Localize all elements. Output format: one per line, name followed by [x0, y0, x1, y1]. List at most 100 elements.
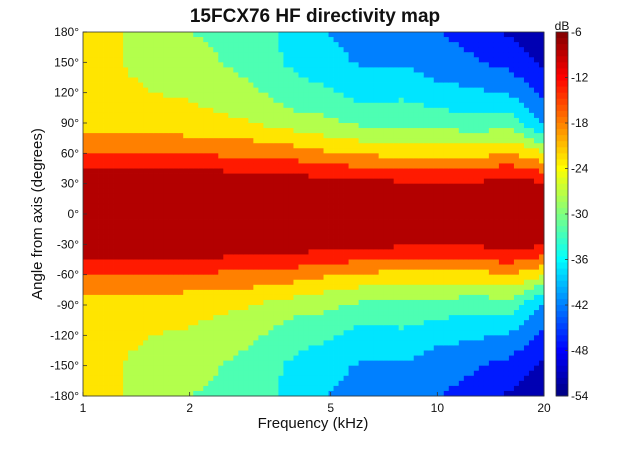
- heatmap-cell: [178, 294, 184, 301]
- heatmap-cell: [298, 188, 304, 195]
- heatmap-cell: [293, 224, 299, 230]
- heatmap-cell: [223, 289, 229, 296]
- heatmap-cell: [148, 77, 154, 83]
- heatmap-cell: [138, 47, 144, 53]
- heatmap-cell: [303, 284, 309, 291]
- heatmap-cell: [183, 72, 189, 78]
- heatmap-cell: [343, 320, 349, 326]
- heatmap-cell: [228, 148, 234, 154]
- heatmap-cell: [113, 345, 119, 351]
- heatmap-cell: [338, 42, 344, 48]
- heatmap-cell: [323, 112, 329, 119]
- heatmap-cell: [158, 153, 164, 159]
- heatmap-cell: [313, 254, 319, 260]
- heatmap-cell: [83, 224, 89, 230]
- heatmap-cell: [268, 62, 274, 68]
- heatmap-cell: [373, 203, 380, 210]
- heatmap-cell: [398, 37, 405, 43]
- heatmap-cell: [93, 269, 99, 276]
- heatmap-cell: [168, 330, 174, 336]
- heatmap-cell: [193, 320, 199, 326]
- heatmap-cell: [278, 330, 284, 336]
- heatmap-cell: [358, 128, 365, 134]
- heatmap-cell: [388, 37, 395, 43]
- heatmap-cell: [133, 97, 139, 104]
- heatmap-cell: [208, 72, 214, 78]
- heatmap-cell: [203, 214, 209, 220]
- heatmap-cell: [303, 67, 309, 73]
- heatmap-cell: [338, 67, 344, 73]
- heatmap-cell: [313, 32, 319, 38]
- heatmap-cell: [253, 92, 259, 99]
- heatmap-cell: [198, 92, 204, 99]
- heatmap-cell: [308, 158, 314, 164]
- heatmap-cell: [138, 153, 144, 159]
- heatmap-cell: [378, 325, 385, 331]
- heatmap-cell: [173, 97, 179, 104]
- heatmap-cell: [423, 112, 430, 119]
- heatmap-cell: [113, 72, 119, 78]
- heatmap-cell: [418, 219, 425, 225]
- heatmap-cell: [343, 345, 349, 351]
- heatmap-cell: [368, 183, 375, 190]
- heatmap-cell: [298, 173, 304, 180]
- heatmap-cell: [338, 178, 344, 185]
- heatmap-cell: [373, 219, 380, 225]
- heatmap-cell: [303, 259, 309, 265]
- heatmap-cell: [408, 259, 415, 265]
- heatmap-cell: [123, 340, 129, 346]
- heatmap-cell: [283, 269, 289, 276]
- heatmap-cell: [128, 183, 134, 190]
- heatmap-cell: [383, 107, 390, 114]
- heatmap-cell: [288, 325, 294, 331]
- heatmap-cell: [228, 249, 234, 255]
- heatmap-cell: [228, 264, 234, 271]
- heatmap-cell: [203, 355, 209, 362]
- heatmap-cell: [398, 143, 405, 149]
- heatmap-cell: [243, 385, 249, 392]
- heatmap-cell: [413, 173, 420, 180]
- heatmap-cell: [88, 380, 94, 387]
- heatmap-cell: [308, 294, 314, 301]
- heatmap-cell: [343, 203, 349, 210]
- heatmap-cell: [388, 254, 395, 260]
- heatmap-cell: [328, 102, 334, 109]
- heatmap-cell: [113, 102, 119, 109]
- heatmap-cell: [128, 234, 134, 240]
- heatmap-cell: [203, 370, 209, 377]
- heatmap-cell: [288, 82, 294, 89]
- heatmap-cell: [253, 62, 259, 68]
- heatmap-cell: [393, 112, 400, 119]
- heatmap-cell: [273, 52, 279, 58]
- heatmap-cell: [383, 244, 390, 250]
- heatmap-cell: [378, 390, 385, 397]
- heatmap-cell: [263, 188, 269, 195]
- heatmap-cell: [358, 310, 365, 316]
- heatmap-cell: [163, 143, 169, 149]
- heatmap-cell: [353, 259, 359, 265]
- heatmap-cell: [408, 380, 415, 387]
- heatmap-cell: [208, 345, 214, 351]
- heatmap-cell: [398, 340, 405, 346]
- heatmap-cell: [408, 279, 415, 286]
- heatmap-cell: [118, 173, 124, 180]
- heatmap-cell: [253, 365, 259, 372]
- heatmap-cell: [183, 37, 189, 43]
- heatmap-cell: [348, 112, 354, 119]
- heatmap-cell: [343, 385, 349, 392]
- heatmap-cell: [298, 62, 304, 68]
- heatmap-cell: [418, 375, 425, 382]
- heatmap-cell: [198, 163, 204, 169]
- heatmap-cell: [368, 62, 375, 68]
- heatmap-cell: [203, 229, 209, 235]
- heatmap-cell: [83, 350, 89, 356]
- heatmap-cell: [338, 375, 344, 382]
- heatmap-cell: [273, 365, 279, 372]
- heatmap-cell: [368, 123, 375, 129]
- heatmap-cell: [223, 208, 229, 215]
- heatmap-cell: [303, 350, 309, 356]
- heatmap-cell: [123, 249, 129, 255]
- heatmap-cell: [133, 320, 139, 326]
- heatmap-cell: [188, 178, 194, 185]
- heatmap-cell: [163, 158, 169, 164]
